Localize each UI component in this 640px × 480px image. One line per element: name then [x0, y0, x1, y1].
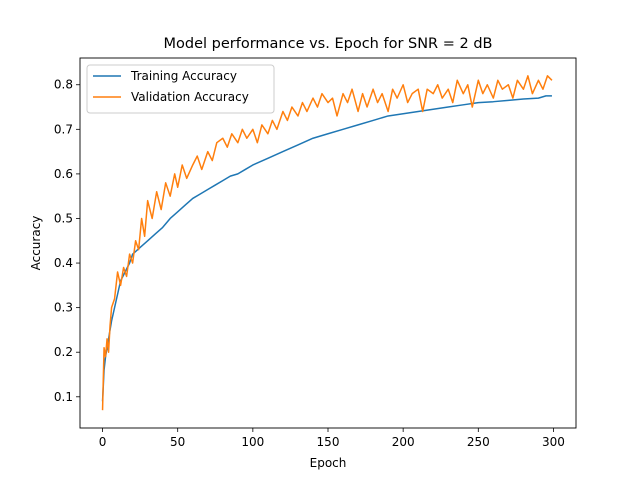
x-tick-label: 0	[99, 435, 107, 449]
legend: Training Accuracy Validation Accuracy	[86, 64, 275, 114]
legend-entry: Training Accuracy	[130, 69, 237, 83]
legend-entry: Validation Accuracy	[131, 90, 249, 104]
y-axis-label: Accuracy	[29, 216, 43, 271]
x-tick-label: 250	[467, 435, 490, 449]
y-tick-label: 0.5	[54, 211, 73, 225]
x-tick-label: 50	[170, 435, 185, 449]
chart-title: Model performance vs. Epoch for SNR = 2 …	[163, 36, 492, 52]
y-axis-ticks: 0.1 0.2 0.3 0.4 0.5 0.6 0.7 0.8	[54, 78, 80, 404]
y-tick-label: 0.3	[54, 301, 73, 315]
legend-box	[86, 64, 275, 114]
series-line-training	[101, 95, 552, 402]
x-tick-label: 200	[392, 435, 415, 449]
y-tick-label: 0.4	[54, 256, 73, 270]
x-tick-label: 300	[542, 435, 565, 449]
x-tick-label: 150	[317, 435, 340, 449]
series-line-validation	[101, 75, 553, 411]
x-tick-label: 100	[241, 435, 264, 449]
x-axis-label: Epoch	[310, 456, 347, 470]
y-tick-label: 0.6	[54, 167, 73, 181]
y-tick-label: 0.1	[54, 390, 73, 404]
y-tick-label: 0.2	[54, 345, 73, 359]
x-axis-ticks: 0 50 100 150 200 250 300	[99, 428, 565, 449]
y-tick-label: 0.8	[54, 78, 73, 92]
y-tick-label: 0.7	[54, 122, 73, 136]
series-layer	[101, 75, 553, 411]
